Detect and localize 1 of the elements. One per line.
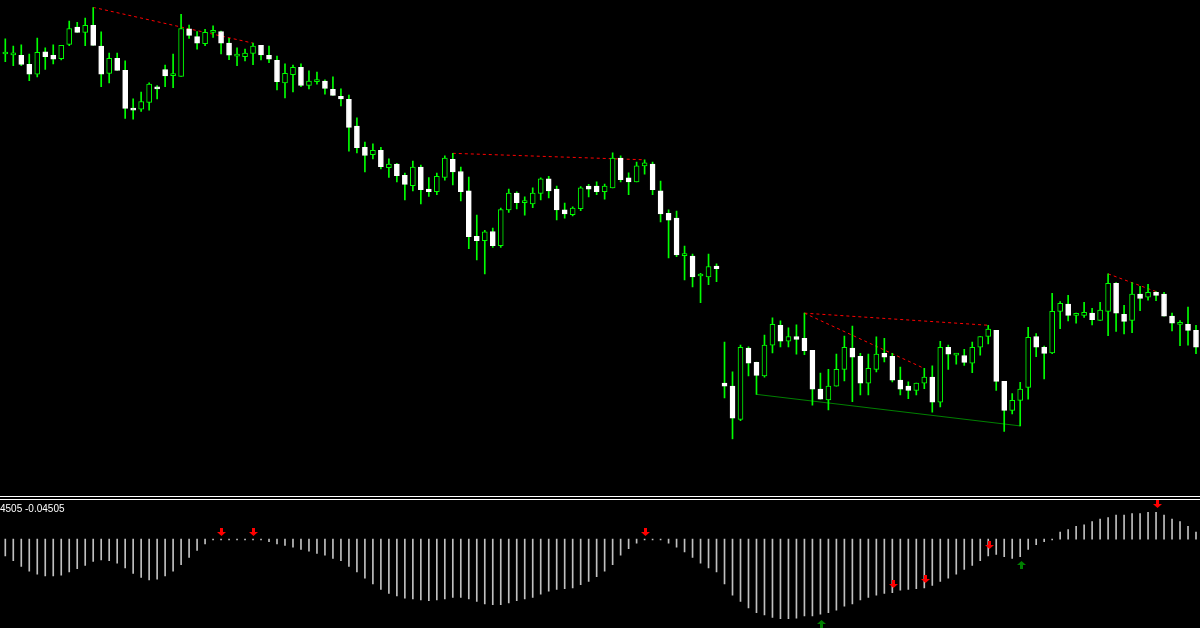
- chart-title: 4505 -0.04505: [0, 503, 65, 515]
